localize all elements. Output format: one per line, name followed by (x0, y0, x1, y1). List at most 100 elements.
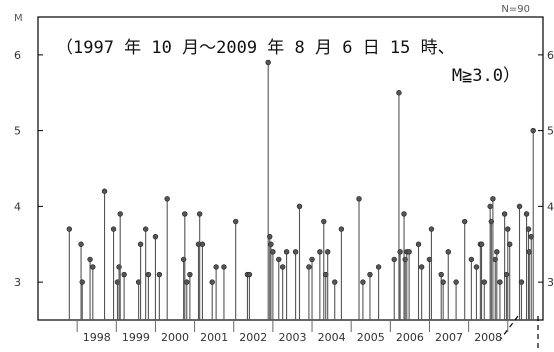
event-marker (142, 226, 149, 232)
event-marker (270, 249, 276, 255)
event-marker (415, 241, 422, 247)
event-marker (360, 279, 366, 285)
event-marker (199, 241, 206, 247)
event-marker (156, 271, 163, 278)
event-marker (317, 249, 323, 255)
event-marker (187, 271, 193, 278)
event-marker (184, 279, 190, 285)
event-marker (367, 271, 373, 278)
event-marker (505, 226, 511, 232)
y-tick-label: 5 (14, 125, 21, 138)
event-marker (321, 218, 327, 225)
event-marker (525, 226, 532, 232)
event-marker (265, 59, 271, 66)
y-tick-label: 6 (14, 49, 21, 62)
event-marker (453, 279, 459, 285)
event-marker (375, 264, 382, 270)
event-marker (487, 203, 493, 210)
x-tick-label: 1998 (83, 331, 111, 344)
x-tick-label: 2002 (239, 331, 267, 344)
event-marker (306, 264, 312, 270)
x-tick-label: 2006 (396, 331, 424, 344)
event-marker (182, 211, 188, 217)
event-marker (268, 241, 274, 247)
event-marker (406, 249, 412, 255)
event-marker (418, 264, 425, 270)
dashed-callout-line (499, 315, 539, 352)
event-marker (90, 264, 96, 270)
event-marker (145, 271, 152, 278)
event-marker (279, 264, 286, 270)
event-marker (507, 241, 513, 247)
event-marker (396, 90, 402, 96)
x-tick-label: 2001 (200, 331, 228, 344)
y-tick-label: 4 (14, 200, 21, 213)
event-marker (121, 271, 127, 278)
y-tick-label-right: 5 (547, 125, 554, 138)
event-marker (196, 211, 203, 217)
event-marker (283, 249, 290, 255)
event-marker (397, 249, 403, 255)
x-tick-label: 2005 (357, 331, 385, 344)
event-marker (79, 279, 85, 285)
event-marker (494, 249, 500, 255)
annotation-box (48, 31, 520, 74)
x-tick-label: 1999 (122, 331, 150, 344)
event-marker (164, 196, 170, 202)
event-marker (478, 241, 485, 247)
y-tick-label-right: 3 (547, 276, 554, 289)
event-marker (309, 256, 315, 263)
event-marker (221, 264, 227, 270)
event-marker (428, 226, 435, 232)
annotation-line-1: （1997 年 10 月～2009 年 8 月 6 日 15 時、 (56, 38, 455, 58)
event-marker (356, 196, 362, 202)
x-tick-label: 2000 (161, 331, 189, 344)
count-label: N=90 (501, 4, 530, 15)
event-marker (87, 256, 93, 263)
event-marker (267, 233, 273, 240)
plot-area (37, 16, 544, 321)
annotation-line-2: M≧3.0） (452, 66, 520, 86)
event-marker (324, 249, 331, 255)
event-marker (296, 203, 303, 210)
y-tick-label: 3 (14, 276, 21, 289)
event-marker (401, 211, 407, 217)
event-marker (462, 218, 468, 225)
x-tick-label: 2003 (278, 331, 306, 344)
event-marker (209, 279, 215, 285)
x-tick-label: 2007 (435, 331, 463, 344)
event-marker (117, 211, 123, 217)
y-tick-label-right: 4 (547, 200, 554, 213)
x-tick-label: 2004 (318, 331, 346, 344)
event-marker (440, 279, 446, 285)
event-marker (468, 256, 475, 263)
event-marker (490, 196, 496, 202)
event-marker (332, 279, 338, 285)
event-marker (497, 279, 503, 285)
event-marker (101, 188, 108, 194)
event-marker (137, 241, 144, 247)
event-marker (276, 256, 282, 263)
event-marker (152, 233, 159, 240)
event-marker (516, 203, 523, 210)
y-tick-label-right: 6 (547, 49, 554, 62)
event-marker (391, 256, 397, 263)
event-marker (78, 241, 84, 247)
event-marker (213, 264, 219, 270)
y-axis-label: M (14, 13, 23, 24)
event-marker (246, 271, 253, 278)
event-marker (523, 211, 530, 217)
event-marker (232, 218, 239, 225)
event-marker (530, 127, 536, 134)
event-marker (501, 211, 508, 217)
event-marker (438, 271, 444, 278)
event-marker (518, 279, 525, 285)
event-marker (473, 264, 480, 270)
event-marker (481, 279, 487, 285)
event-marker (338, 226, 345, 232)
event-marker (292, 249, 299, 255)
event-marker (66, 226, 73, 232)
event-marker (445, 249, 451, 255)
event-marker (110, 226, 117, 232)
